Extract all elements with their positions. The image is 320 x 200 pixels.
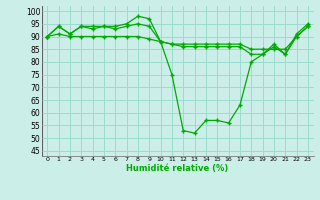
X-axis label: Humidité relative (%): Humidité relative (%): [126, 164, 229, 173]
